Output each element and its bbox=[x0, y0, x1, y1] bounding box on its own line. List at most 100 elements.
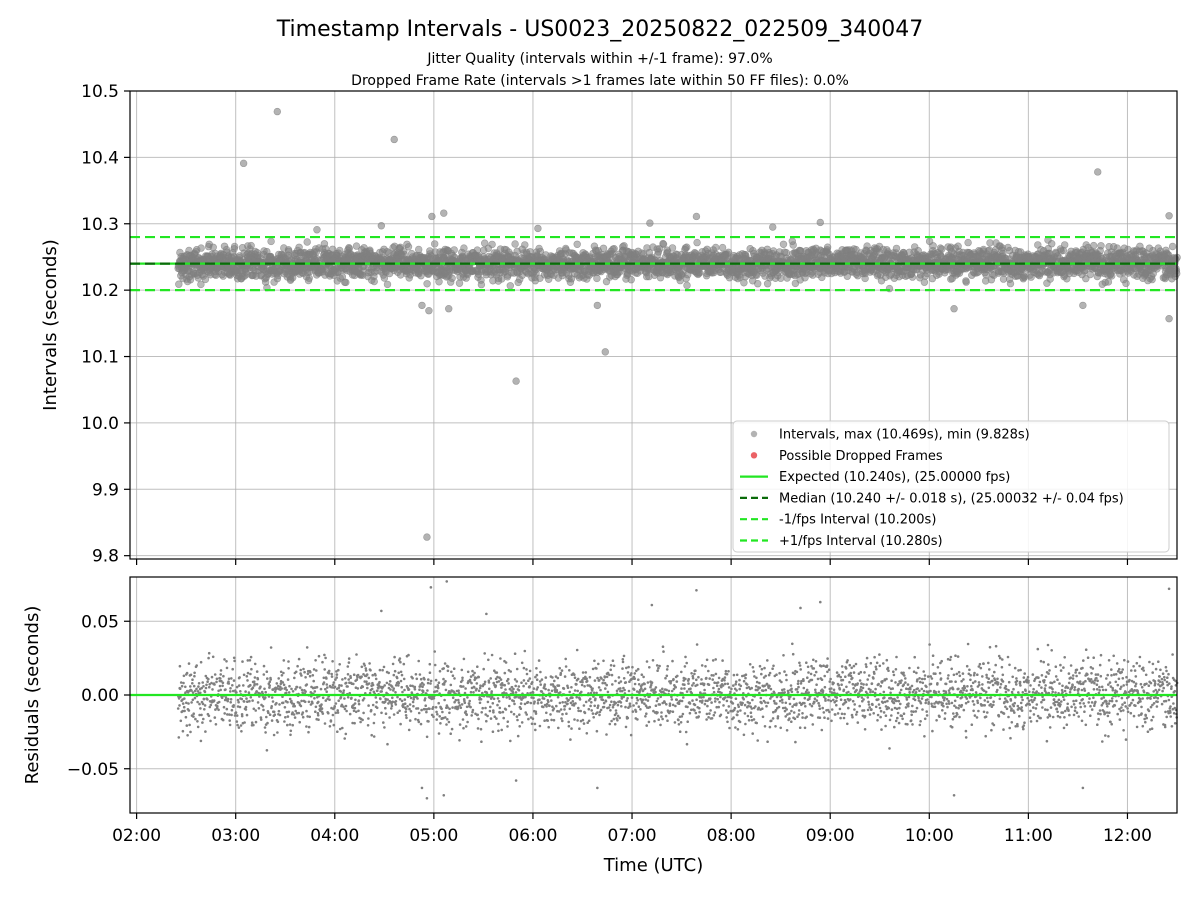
residual-point bbox=[608, 722, 612, 726]
residual-point bbox=[422, 683, 425, 686]
top-ytick-label: 10.5 bbox=[81, 82, 119, 102]
interval-outlier-point bbox=[593, 301, 602, 310]
residual-point bbox=[194, 717, 197, 721]
residual-point bbox=[206, 698, 209, 701]
residual-point bbox=[267, 711, 270, 714]
residual-point bbox=[450, 727, 454, 731]
residual-point bbox=[451, 706, 454, 709]
residual-point bbox=[356, 676, 359, 679]
residual-point bbox=[407, 653, 410, 657]
residual-point bbox=[505, 696, 509, 699]
residual-point bbox=[225, 660, 228, 663]
residual-point bbox=[235, 685, 239, 689]
residual-point bbox=[509, 670, 512, 673]
residual-point bbox=[342, 705, 345, 708]
residual-point bbox=[230, 713, 233, 717]
residual-point bbox=[202, 697, 206, 701]
residual-point bbox=[558, 701, 562, 705]
residual-point bbox=[539, 670, 542, 674]
residual-point bbox=[597, 662, 600, 666]
residual-point bbox=[466, 720, 469, 724]
residual-point bbox=[378, 680, 381, 684]
residual-point bbox=[442, 677, 445, 681]
residual-point bbox=[478, 686, 482, 690]
interval-outlier-point bbox=[423, 533, 431, 541]
interval-point bbox=[352, 242, 361, 250]
residual-point bbox=[539, 683, 542, 686]
residual-point bbox=[356, 687, 360, 690]
residual-point bbox=[317, 718, 320, 721]
residual-point bbox=[414, 673, 418, 676]
residual-point bbox=[609, 709, 612, 712]
residual-point bbox=[437, 681, 441, 684]
residual-point bbox=[281, 681, 285, 684]
residual-point bbox=[232, 656, 236, 660]
residual-point bbox=[315, 685, 319, 689]
residual-point bbox=[314, 659, 317, 662]
residual-point bbox=[309, 670, 312, 674]
residual-point bbox=[227, 682, 231, 685]
residual-point bbox=[534, 728, 537, 732]
residual-point bbox=[297, 711, 301, 715]
residual-point bbox=[571, 696, 574, 700]
residual-point bbox=[605, 733, 608, 736]
residual-point bbox=[494, 684, 498, 687]
residual-point bbox=[349, 676, 353, 680]
residual-point bbox=[197, 682, 201, 685]
residual-point bbox=[584, 671, 588, 674]
residual-point bbox=[483, 682, 486, 686]
residual-point bbox=[580, 683, 584, 687]
residual-point bbox=[440, 707, 443, 711]
residual-point bbox=[593, 704, 596, 708]
interval-point bbox=[823, 243, 832, 251]
residual-point bbox=[183, 709, 186, 713]
residual-point bbox=[307, 700, 311, 704]
residual-point bbox=[322, 676, 326, 680]
residual-point bbox=[395, 676, 399, 680]
residual-point bbox=[567, 720, 570, 724]
residual-point bbox=[311, 701, 314, 705]
residual-point bbox=[335, 673, 339, 676]
residual-point bbox=[414, 717, 417, 721]
residual-point bbox=[547, 688, 550, 692]
top-ytick-label: 9.9 bbox=[92, 480, 119, 500]
residual-point bbox=[262, 673, 266, 676]
residual-point bbox=[374, 674, 377, 677]
residual-point bbox=[352, 682, 355, 686]
residual-point bbox=[484, 706, 487, 710]
residual-point bbox=[327, 711, 330, 715]
residual-point bbox=[571, 700, 575, 703]
residual-point bbox=[552, 718, 556, 722]
residual-point bbox=[195, 664, 198, 667]
residual-point bbox=[512, 687, 515, 691]
residual-point bbox=[413, 688, 417, 691]
residual-point bbox=[391, 696, 394, 700]
residual-point bbox=[392, 713, 396, 716]
residual-point bbox=[501, 710, 505, 714]
residual-point bbox=[211, 688, 214, 691]
residual-point bbox=[304, 690, 307, 693]
residual-point bbox=[577, 706, 580, 710]
residual-point bbox=[248, 699, 251, 703]
residual-point bbox=[526, 700, 530, 704]
residual-point bbox=[378, 668, 382, 672]
residual-point bbox=[487, 658, 490, 662]
residual-point bbox=[288, 684, 291, 688]
figure-title: Timestamp Intervals - US0023_20250822_02… bbox=[276, 17, 923, 42]
residual-point bbox=[334, 702, 338, 705]
residual-point bbox=[607, 706, 611, 709]
residual-point bbox=[208, 685, 211, 689]
interval-outlier-point bbox=[428, 212, 436, 221]
residual-point bbox=[488, 709, 492, 713]
residual-point bbox=[365, 680, 368, 683]
interval-point bbox=[962, 278, 970, 286]
residual-point bbox=[486, 700, 490, 704]
residual-point bbox=[324, 656, 327, 660]
residual-point bbox=[528, 677, 532, 680]
residual-point bbox=[497, 680, 501, 683]
residual-point bbox=[353, 702, 357, 705]
residual-point bbox=[468, 699, 472, 703]
interval-outlier-point bbox=[440, 209, 448, 217]
residual-point bbox=[219, 677, 222, 680]
residual-point bbox=[491, 730, 495, 733]
